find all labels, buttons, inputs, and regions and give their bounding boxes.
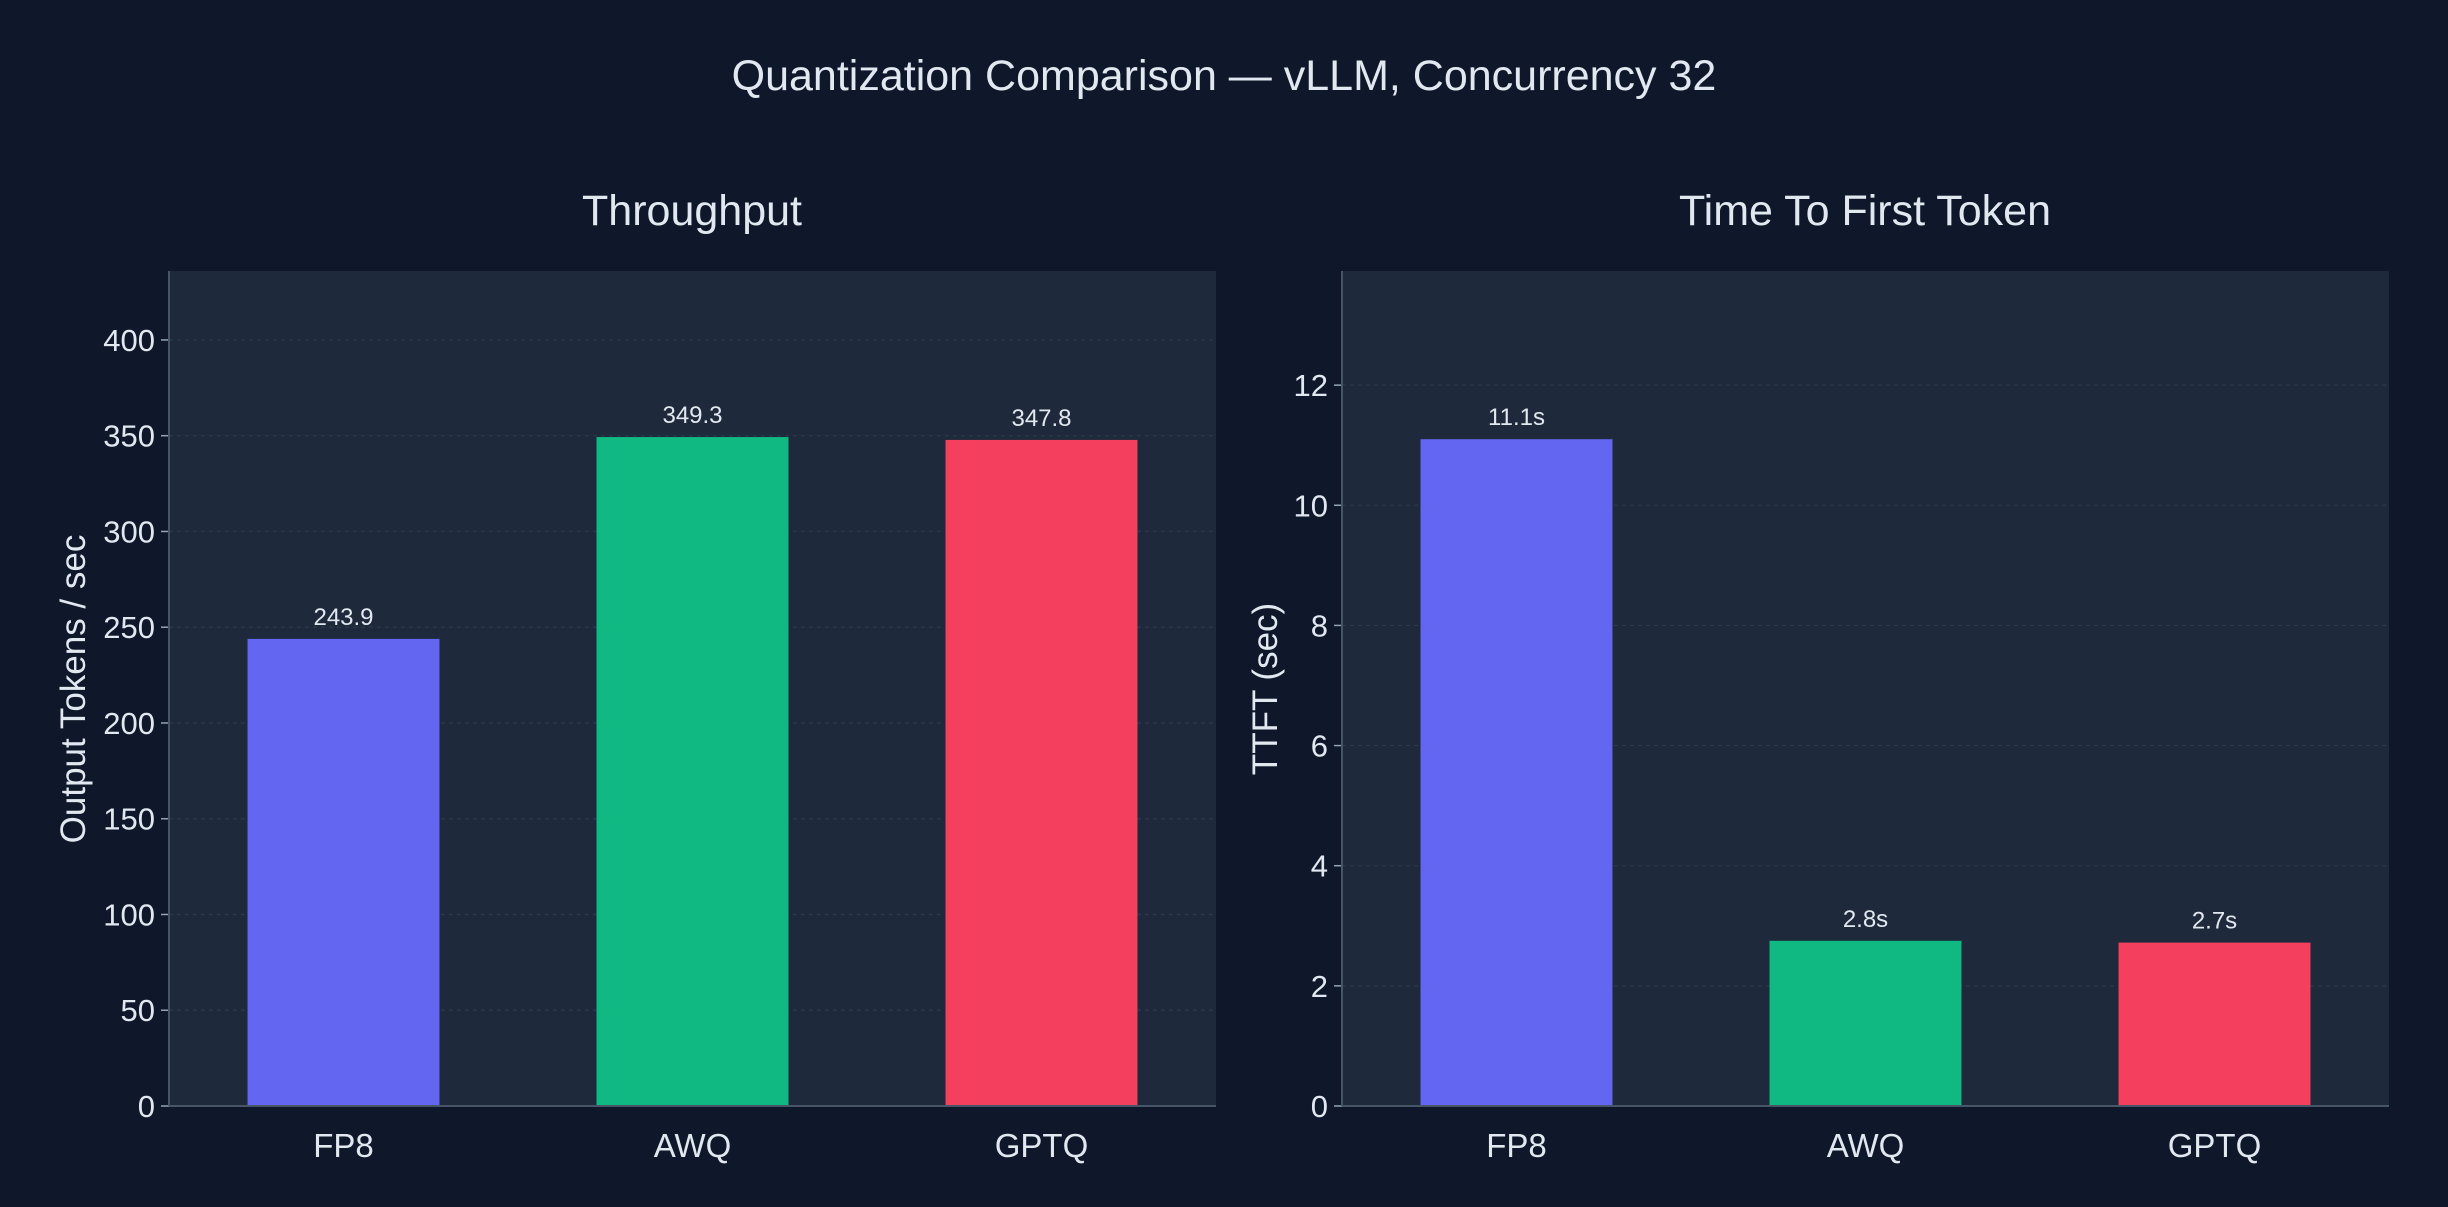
ttft-y-axis-label: TTFT (sec)	[1246, 603, 1285, 775]
throughput-bar-awq	[596, 437, 789, 1106]
ttft-chart-title: Time To First Token	[1679, 187, 2051, 235]
ttft-x-tick-label-awq: AWQ	[1827, 1127, 1905, 1164]
ttft-y-tick-label: 6	[1311, 729, 1328, 764]
ttft-bar-gptq	[2118, 942, 2311, 1106]
throughput-y-tick-label: 50	[121, 993, 155, 1028]
throughput-data-label-fp8: 243.9	[313, 604, 373, 631]
throughput-data-label-awq: 349.3	[662, 402, 722, 429]
ttft-x-tick-label-gptq: GPTQ	[2168, 1127, 2262, 1164]
throughput-x-tick-label-fp8: FP8	[313, 1127, 374, 1164]
throughput-chart-title: Throughput	[582, 187, 802, 235]
throughput-data-label-gptq: 347.8	[1011, 405, 1071, 432]
ttft-y-tick-label: 8	[1311, 608, 1328, 643]
ttft-y-tick-label: 0	[1311, 1089, 1328, 1124]
throughput-y-tick-label: 200	[103, 706, 155, 741]
ttft-data-label-fp8: 11.1s	[1488, 404, 1545, 431]
throughput-y-tick-label: 100	[103, 897, 155, 932]
ttft-x-tick-label-fp8: FP8	[1486, 1127, 1547, 1164]
throughput-y-tick-label: 250	[103, 610, 155, 645]
throughput-y-tick-label: 150	[103, 802, 155, 837]
ttft-y-tick-label: 4	[1311, 849, 1328, 884]
ttft-bar-awq	[1769, 940, 1962, 1106]
ttft-y-tick-label: 10	[1294, 488, 1328, 523]
throughput-y-tick-label: 0	[138, 1089, 155, 1124]
throughput-y-tick-label: 300	[103, 514, 155, 549]
ttft-bar-fp8	[1420, 439, 1613, 1107]
throughput-y-tick-label: 400	[103, 323, 155, 358]
ttft-y-tick-label: 2	[1311, 969, 1328, 1004]
throughput-x-tick-label-gptq: GPTQ	[995, 1127, 1089, 1164]
ttft-chart: Time To First Token TTFT (sec) 0 2 4 6 8 10 12…	[1246, 187, 2389, 1164]
throughput-x-tick-label-awq: AWQ	[654, 1127, 732, 1164]
ttft-data-label-gptq: 2.7s	[2192, 908, 2237, 935]
ttft-y-tick-label: 12	[1294, 368, 1328, 403]
throughput-bar-gptq	[945, 439, 1138, 1106]
throughput-bar-fp8	[247, 638, 440, 1106]
figure-title: Quantization Comparison — vLLM, Concurre…	[732, 52, 1717, 100]
throughput-y-axis-label: Output Tokens / sec	[54, 535, 93, 844]
ttft-data-label-awq: 2.8s	[1843, 906, 1888, 933]
throughput-y-tick-label: 350	[103, 419, 155, 454]
throughput-chart: Throughput Output Tokens / sec 0 50 100 150…	[54, 187, 1216, 1164]
